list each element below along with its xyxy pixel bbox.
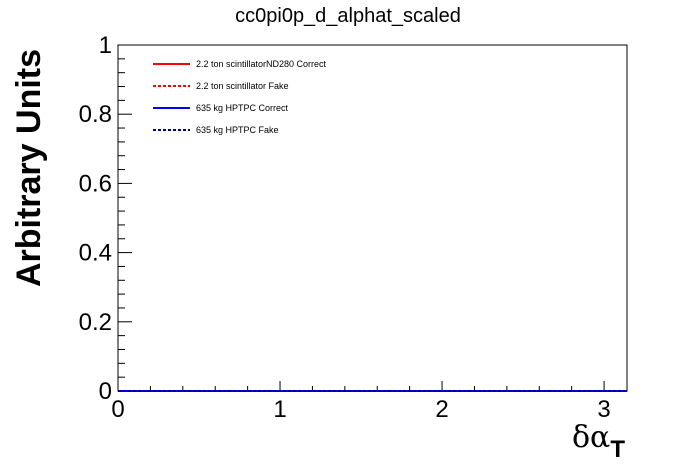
x-tick-label: 0 xyxy=(111,396,124,423)
legend-label: 2.2 ton scintillator Fake xyxy=(196,81,289,91)
x-axis-label-main: δα xyxy=(572,420,610,455)
y-tick-label: 0.8 xyxy=(79,101,112,128)
legend-label: 635 kg HPTPC Fake xyxy=(196,125,279,135)
x-axis-tick-labels: 0 1 2 3 xyxy=(111,396,610,423)
legend: 2.2 ton scintillatorND280 Correct 2.2 ton… xyxy=(153,59,327,135)
y-tick-label: 0.6 xyxy=(79,170,112,197)
y-tick-label: 1 xyxy=(99,32,112,59)
y-tick-label: 0.2 xyxy=(79,309,112,336)
chart-title: cc0pi0p_d_alphat_scaled xyxy=(235,5,461,27)
y-axis-tick-labels: 0 0.2 0.4 0.6 0.8 1 xyxy=(79,32,112,405)
x-tick-label: 3 xyxy=(597,396,610,423)
x-tick-label: 1 xyxy=(273,396,286,423)
y-tick-label: 0.4 xyxy=(79,240,112,267)
x-axis-label-subscript: T xyxy=(610,436,625,463)
x-axis-label: δαT xyxy=(572,420,625,463)
legend-label: 2.2 ton scintillatorND280 Correct xyxy=(196,59,327,69)
x-axis-ticks xyxy=(117,381,605,391)
y-axis-label: Arbitrary Units xyxy=(10,49,48,287)
plot-frame xyxy=(117,44,628,392)
legend-label: 635 kg HPTPC Correct xyxy=(196,103,289,113)
x-tick-label: 2 xyxy=(435,396,448,423)
y-tick-label: 0 xyxy=(99,378,112,405)
y-axis-ticks xyxy=(118,44,132,392)
